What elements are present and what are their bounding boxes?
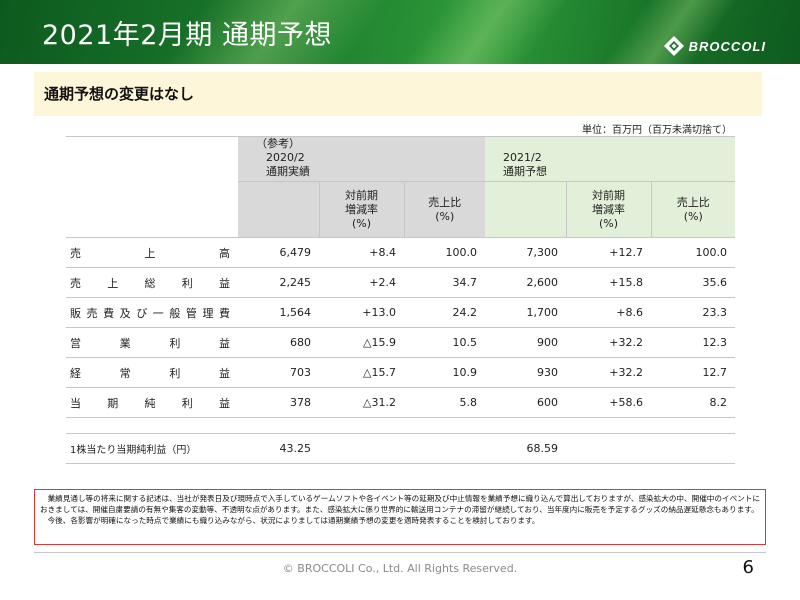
header-curr-ratio: 売上比 (%) <box>650 181 735 238</box>
row-label: 営業利益 <box>66 327 238 358</box>
page-number: 6 <box>742 557 754 578</box>
cell-curr-yoy: +15.8 <box>566 267 651 298</box>
cell-curr-ratio: 12.3 <box>651 327 735 358</box>
disclaimer-line: 業績見通し等の将来に関する記述は、当社が発表日及び現時点で入手しているゲームソフ… <box>40 494 760 514</box>
cell-prev: 6,479 <box>238 237 319 268</box>
table-row: 営業利益 680 △15.9 10.5 900 +32.2 12.3 <box>66 327 735 358</box>
cell-prev-yoy: △15.9 <box>319 327 404 358</box>
cell-curr-ratio: 8.2 <box>651 387 735 418</box>
eps-prev: 43.25 <box>238 433 319 464</box>
forecast-table: （参考） 2020/2 通期実績 2021/2 通期予想 対前期 増減率 (%) 売… <box>66 136 735 464</box>
cell-curr-ratio: 100.0 <box>651 237 735 268</box>
broccoli-logo-icon <box>663 35 685 57</box>
header-prev-group: （参考） 2020/2 通期実績 <box>238 136 485 182</box>
eps-label: 1株当たり当期純利益（円） <box>66 433 238 464</box>
copyright-text: © BROCCOLI Co., Ltd. All Rights Reserved… <box>282 562 518 575</box>
eps-curr: 68.59 <box>485 433 566 464</box>
notice-text: 通期予想の変更はなし <box>44 85 195 103</box>
cell-curr: 600 <box>485 387 566 418</box>
disclaimer-line: 今後、各影響が明確になった時点で業績にも織り込みながら、状況によりましては通期業… <box>47 516 540 525</box>
footer-divider <box>34 552 766 553</box>
cell-prev-ratio: 10.5 <box>404 327 485 358</box>
cell-curr: 1,700 <box>485 297 566 328</box>
cell-curr-yoy: +32.2 <box>566 357 651 388</box>
table-row: 当期純利益 378 △31.2 5.8 600 +58.6 8.2 <box>66 387 735 418</box>
cell-prev: 2,245 <box>238 267 319 298</box>
cell-curr: 2,600 <box>485 267 566 298</box>
unit-note: 単位：百万円（百万未満切捨て） <box>582 125 732 136</box>
header-prev-yoy: 対前期 増減率 (%) <box>318 181 404 238</box>
company-logo: BROCCOLI <box>663 35 766 57</box>
cell-prev-yoy: +13.0 <box>319 297 404 328</box>
cell-prev-ratio: 34.7 <box>404 267 485 298</box>
header-banner: 2021年2月期 通期予想 BROCCOLI <box>0 0 800 64</box>
cell-curr-ratio: 12.7 <box>651 357 735 388</box>
cell-curr-yoy: +58.6 <box>566 387 651 418</box>
page-title: 2021年2月期 通期予想 <box>42 20 332 51</box>
table-subheader-row: 対前期 増減率 (%) 売上比 (%) 対前期 増減率 (%) 売上比 (%) <box>66 181 735 238</box>
cell-prev-ratio: 24.2 <box>404 297 485 328</box>
cell-curr-ratio: 35.6 <box>651 267 735 298</box>
header-curr-spacer <box>485 181 566 238</box>
table-row: 販売費及び一般管理費 1,564 +13.0 24.2 1,700 +8.6 2… <box>66 297 735 328</box>
cell-curr-yoy: +8.6 <box>566 297 651 328</box>
row-label: 経常利益 <box>66 357 238 388</box>
table-row: 売上高 6,479 +8.4 100.0 7,300 +12.7 100.0 <box>66 237 735 268</box>
cell-prev-yoy: △15.7 <box>319 357 404 388</box>
header-curr-yoy: 対前期 増減率 (%) <box>565 181 651 238</box>
cell-curr: 7,300 <box>485 237 566 268</box>
cell-curr-yoy: +12.7 <box>566 237 651 268</box>
header-prev-spacer <box>238 181 319 238</box>
cell-prev-yoy: +2.4 <box>319 267 404 298</box>
table-row: 経常利益 703 △15.7 10.9 930 +32.2 12.7 <box>66 357 735 388</box>
logo-text: BROCCOLI <box>688 38 766 54</box>
row-label: 売上高 <box>66 237 238 268</box>
table-gap-row <box>66 417 735 434</box>
disclaimer-box: 業績見通し等の将来に関する記述は、当社が発表日及び現時点で入手しているゲームソフ… <box>34 489 766 545</box>
eps-row: 1株当たり当期純利益（円） 43.25 68.59 <box>66 433 735 464</box>
table-header-row: （参考） 2020/2 通期実績 2021/2 通期予想 <box>66 136 735 238</box>
cell-prev-ratio: 10.9 <box>404 357 485 388</box>
cell-curr: 900 <box>485 327 566 358</box>
header-blank <box>66 136 238 238</box>
cell-prev: 1,564 <box>238 297 319 328</box>
row-label: 当期純利益 <box>66 387 238 418</box>
cell-prev-yoy: +8.4 <box>319 237 404 268</box>
header-prev-ratio: 売上比 (%) <box>403 181 485 238</box>
header-curr-group: 2021/2 通期予想 <box>485 136 735 182</box>
cell-prev: 703 <box>238 357 319 388</box>
cell-curr-yoy: +32.2 <box>566 327 651 358</box>
cell-prev-yoy: △31.2 <box>319 387 404 418</box>
cell-curr: 930 <box>485 357 566 388</box>
row-label: 売上総利益 <box>66 267 238 298</box>
cell-prev: 378 <box>238 387 319 418</box>
notice-band: 通期予想の変更はなし <box>34 72 762 116</box>
header-streak <box>377 0 583 64</box>
cell-prev-ratio: 100.0 <box>404 237 485 268</box>
cell-prev: 680 <box>238 327 319 358</box>
table-row: 売上総利益 2,245 +2.4 34.7 2,600 +15.8 35.6 <box>66 267 735 298</box>
cell-curr-ratio: 23.3 <box>651 297 735 328</box>
row-label: 販売費及び一般管理費 <box>66 297 238 328</box>
cell-prev-ratio: 5.8 <box>404 387 485 418</box>
